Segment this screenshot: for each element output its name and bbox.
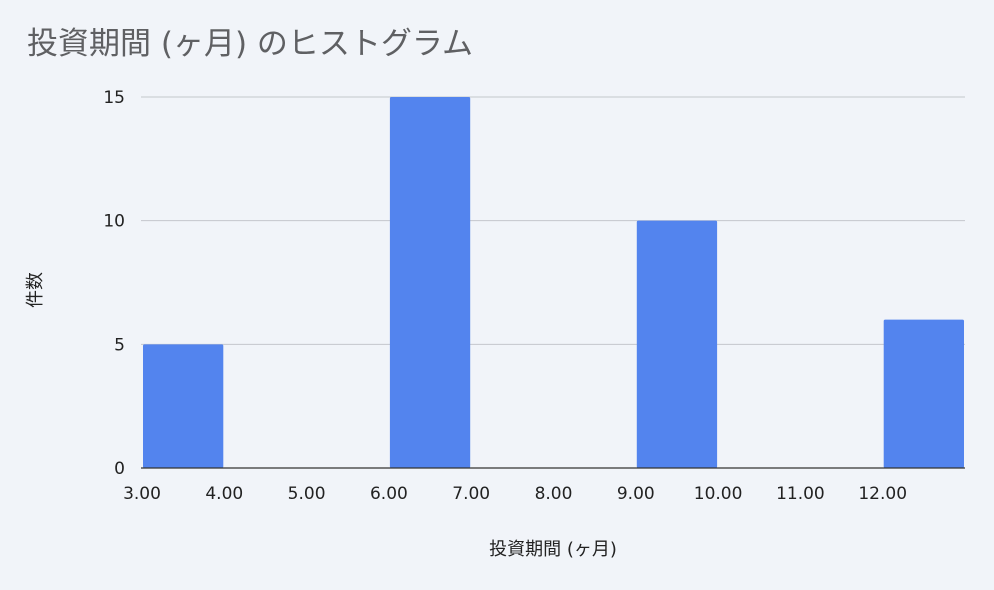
histogram-bar bbox=[883, 319, 964, 468]
histogram-bar bbox=[636, 220, 718, 468]
x-tick-label: 9.00 bbox=[617, 484, 655, 504]
x-tick-label: 3.00 bbox=[123, 484, 161, 504]
y-tick-labels: 0 5 10 15 bbox=[103, 88, 125, 479]
gridlines bbox=[141, 96, 965, 345]
x-tick-label: 8.00 bbox=[535, 484, 573, 504]
bars bbox=[143, 97, 964, 468]
y-axis-title: 件数 bbox=[25, 272, 46, 308]
histogram-bar bbox=[389, 97, 471, 468]
y-tick-label: 5 bbox=[114, 335, 125, 355]
chart-title: 投資期間 (ヶ月) のヒストグラム bbox=[27, 26, 473, 62]
x-tick-label: 11.00 bbox=[776, 484, 825, 504]
x-tick-label: 5.00 bbox=[288, 484, 326, 504]
x-tick-label: 12.00 bbox=[858, 484, 907, 504]
histogram-bar bbox=[143, 344, 224, 468]
y-tick-label: 10 bbox=[103, 212, 125, 232]
y-tick-label: 15 bbox=[103, 88, 125, 108]
x-tick-label: 7.00 bbox=[452, 484, 490, 504]
x-axis-title: 投資期間 (ヶ月) bbox=[489, 539, 617, 560]
x-tick-label: 4.00 bbox=[205, 484, 243, 504]
y-tick-label: 0 bbox=[114, 459, 125, 479]
x-tick-label: 10.00 bbox=[694, 484, 743, 504]
x-tick-label: 6.00 bbox=[370, 484, 408, 504]
x-tick-labels: 3.00 4.00 5.00 6.00 7.00 8.00 9.00 10.00 11.00 12… bbox=[123, 484, 907, 504]
